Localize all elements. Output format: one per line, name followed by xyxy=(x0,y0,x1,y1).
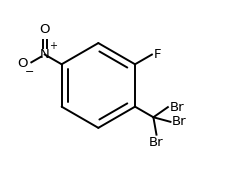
Text: Br: Br xyxy=(149,136,163,149)
Text: O: O xyxy=(40,23,50,36)
Text: +: + xyxy=(49,41,57,51)
Text: O: O xyxy=(17,57,27,70)
Text: N: N xyxy=(40,48,49,61)
Text: Br: Br xyxy=(169,101,183,114)
Text: F: F xyxy=(153,48,161,61)
Text: Br: Br xyxy=(171,115,186,128)
Text: −: − xyxy=(24,67,34,77)
